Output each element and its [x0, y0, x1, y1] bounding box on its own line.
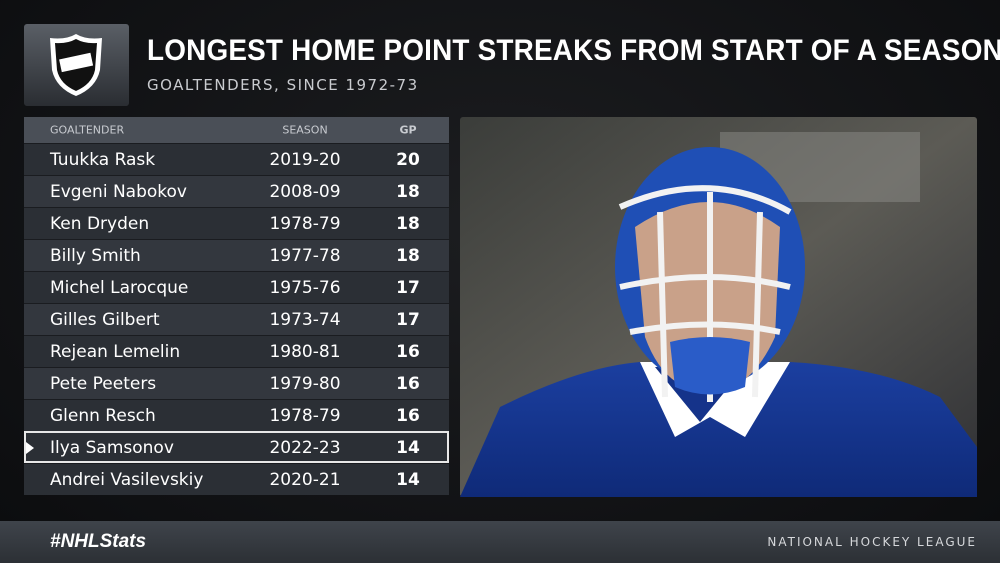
goaltender: Andrei Vasilevskiy [50, 469, 204, 490]
table-row: Gilles Gilbert 1973-74 17 [24, 303, 449, 335]
goaltender: Michel Larocque [50, 277, 189, 298]
goaltender: Pete Peeters [50, 373, 157, 394]
goaltender: Ken Dryden [50, 213, 150, 234]
table-row: Rejean Lemelin 1980-81 16 [24, 335, 449, 367]
subtitle: GOALTENDERS, SINCE 1972-73 [147, 76, 419, 94]
goaltender: Tuukka Rask [50, 149, 156, 170]
table-row: Tuukka Rask 2019-20 20 [24, 143, 449, 175]
table-row: Evgeni Nabokov 2008-09 18 [24, 175, 449, 207]
table: GOALTENDER SEASON GP Tuukka Rask 2019-20 20 E… [24, 117, 449, 495]
table-row: Ilya Samsonov 2022-23 14 [24, 431, 449, 463]
table-body: Tuukka Rask 2019-20 20 Evgeni Nabokov 2008-0… [24, 143, 449, 495]
goaltender: Billy Smith [50, 245, 141, 266]
table-header: GOALTENDER SEASON GP [24, 117, 449, 143]
goaltender: Evgeni Nabokov [50, 181, 187, 202]
goaltender: Ilya Samsonov [50, 437, 174, 458]
column-header: GOALTENDER [50, 123, 125, 137]
table-row: Ken Dryden 1978-79 18 [24, 207, 449, 239]
hashtag: #NHLStats [50, 531, 147, 552]
league-name: NATIONAL HOCKEY LEAGUE [767, 535, 977, 549]
row-marker [26, 441, 34, 454]
table-row: Billy Smith 1977-78 18 [24, 239, 449, 271]
table-row: Andrei Vasilevskiy 2020-21 14 [24, 463, 449, 495]
goaltender: Glenn Resch [50, 405, 156, 426]
table-row: Michel Larocque 1975-76 17 [24, 271, 449, 303]
table-row: Glenn Resch 1978-79 16 [24, 399, 449, 431]
footer: #NHLStats NATIONAL HOCKEY LEAGUE [0, 521, 1000, 563]
title: LONGEST HOME POINT STREAKS FROM START OF… [147, 34, 1000, 67]
nhl-logo-box [24, 24, 129, 106]
table-row: Pete Peeters 1979-80 16 [24, 367, 449, 399]
player-photo [460, 117, 977, 497]
goaltender: Rejean Lemelin [50, 341, 181, 362]
goaltender: Gilles Gilbert [50, 309, 160, 330]
